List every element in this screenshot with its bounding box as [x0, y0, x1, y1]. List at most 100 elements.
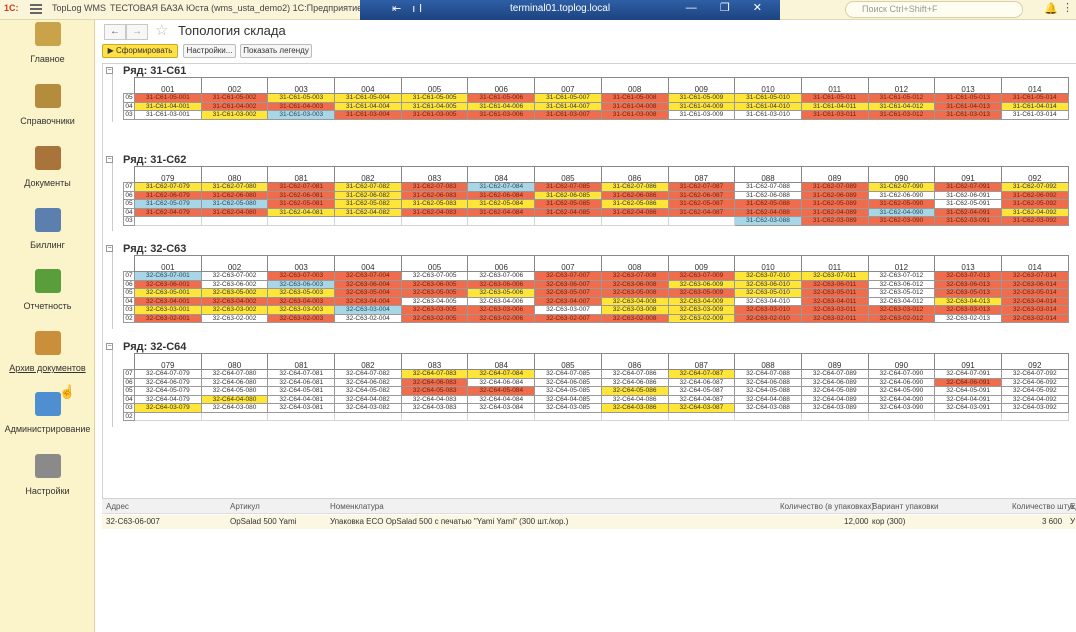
- storage-cell[interactable]: 31-С62-05-092: [1000, 199, 1069, 209]
- storage-cell[interactable]: 31-С62-04-085: [534, 207, 602, 217]
- storage-cell[interactable]: 32-С64-04-079: [134, 394, 202, 404]
- storage-cell[interactable]: 31-С62-06-087: [667, 190, 736, 200]
- storage-cell[interactable]: 32-С63-04-006: [467, 296, 536, 306]
- storage-cell[interactable]: 32-С63-03-013: [934, 305, 1002, 315]
- storage-cell[interactable]: 32-С64-07-079: [134, 369, 202, 379]
- storage-cell[interactable]: [600, 411, 669, 421]
- sidebar-item-3[interactable]: Документы: [0, 146, 95, 206]
- storage-cell[interactable]: 32-С63-04-009: [667, 296, 736, 306]
- storage-cell[interactable]: 32-С64-06-091: [934, 377, 1002, 387]
- storage-cell[interactable]: 31-С61-03-006: [467, 110, 536, 120]
- storage-cell[interactable]: 32-С63-06-004: [334, 279, 402, 289]
- storage-cell[interactable]: 31-С61-04-012: [867, 101, 936, 111]
- storage-cell[interactable]: 31-С61-03-008: [600, 110, 669, 120]
- storage-cell[interactable]: 31-С61-03-012: [867, 110, 936, 120]
- storage-cell[interactable]: 31-С62-06-079: [134, 190, 202, 200]
- storage-cell[interactable]: 31-С61-03-003: [267, 110, 336, 120]
- storage-cell[interactable]: 32-С63-03-006: [467, 305, 536, 315]
- storage-cell[interactable]: 32-С63-02-006: [467, 313, 536, 323]
- storage-cell[interactable]: 31-С62-07-082: [334, 182, 402, 192]
- storage-cell[interactable]: 31-С62-06-084: [467, 190, 536, 200]
- detail-column-header[interactable]: Номенклатура: [330, 502, 384, 511]
- storage-cell[interactable]: 32-С64-04-081: [267, 394, 336, 404]
- storage-cell[interactable]: 31-С62-04-091: [934, 207, 1002, 217]
- storage-cell[interactable]: 32-С63-03-011: [800, 305, 869, 315]
- storage-cell[interactable]: 32-С63-03-001: [134, 305, 202, 315]
- storage-cell[interactable]: 32-С64-07-092: [1000, 369, 1069, 379]
- collapse-toggle-icon[interactable]: −: [106, 343, 113, 350]
- storage-cell[interactable]: 31-С61-04-006: [467, 101, 536, 111]
- storage-cell[interactable]: 32-С63-05-006: [467, 288, 536, 298]
- storage-cell[interactable]: [200, 216, 269, 226]
- storage-cell[interactable]: 32-С64-03-082: [334, 403, 402, 413]
- storage-cell[interactable]: 31-С62-04-081: [267, 207, 336, 217]
- detail-column-header[interactable]: Артикул: [230, 502, 260, 511]
- storage-cell[interactable]: 32-С64-06-086: [600, 377, 669, 387]
- storage-cell[interactable]: 32-С64-03-083: [400, 403, 469, 413]
- storage-cell[interactable]: 31-С62-05-082: [334, 199, 402, 209]
- storage-cell[interactable]: 31-С61-04-013: [934, 101, 1002, 111]
- rdp-pin-signal-icon[interactable]: ⇤ ıl: [392, 3, 426, 15]
- search-input[interactable]: Поиск Ctrl+Shift+F: [845, 1, 1023, 18]
- sidebar-item-6[interactable]: Архив документов: [0, 331, 95, 391]
- storage-cell[interactable]: 32-С63-07-001: [134, 271, 202, 281]
- storage-cell[interactable]: 31-С61-05-014: [1000, 93, 1069, 103]
- storage-cell[interactable]: 31-С62-05-081: [267, 199, 336, 209]
- storage-cell[interactable]: [1000, 411, 1069, 421]
- more-icon[interactable]: ⋮: [1062, 2, 1073, 14]
- storage-cell[interactable]: 32-С64-05-086: [600, 386, 669, 396]
- collapse-toggle-icon[interactable]: −: [106, 245, 113, 252]
- storage-cell[interactable]: 32-С64-04-088: [734, 394, 802, 404]
- detail-column-header[interactable]: Адрес: [106, 502, 129, 511]
- storage-cell[interactable]: 32-С64-06-090: [867, 377, 936, 387]
- storage-cell[interactable]: 32-С63-05-014: [1000, 288, 1069, 298]
- storage-cell[interactable]: 32-С63-05-003: [267, 288, 336, 298]
- storage-cell[interactable]: [400, 216, 469, 226]
- storage-cell[interactable]: [467, 411, 536, 421]
- storage-cell[interactable]: 31-С61-04-005: [400, 101, 469, 111]
- storage-cell[interactable]: [867, 411, 936, 421]
- storage-cell[interactable]: 32-С63-04-005: [400, 296, 469, 306]
- detail-column-header[interactable]: Количество (в упаковках): [780, 502, 875, 511]
- storage-cell[interactable]: 32-С63-04-008: [600, 296, 669, 306]
- storage-cell[interactable]: 32-С64-06-080: [200, 377, 269, 387]
- sidebar-item-4[interactable]: Биллинг: [0, 208, 95, 268]
- storage-cell[interactable]: 31-С62-07-090: [867, 182, 936, 192]
- storage-cell[interactable]: 32-С63-03-009: [667, 305, 736, 315]
- storage-cell[interactable]: 32-С63-07-006: [467, 271, 536, 281]
- storage-cell[interactable]: 31-С62-07-081: [267, 182, 336, 192]
- storage-cell[interactable]: 32-С63-05-010: [734, 288, 802, 298]
- storage-cell[interactable]: 31-С62-06-090: [867, 190, 936, 200]
- storage-cell[interactable]: 31-С61-04-001: [134, 101, 202, 111]
- storage-cell[interactable]: 32-С64-05-091: [934, 386, 1002, 396]
- storage-cell[interactable]: 32-С63-06-002: [200, 279, 269, 289]
- storage-cell[interactable]: [400, 411, 469, 421]
- storage-cell[interactable]: 32-С64-07-085: [534, 369, 602, 379]
- storage-cell[interactable]: 32-С63-04-002: [200, 296, 269, 306]
- storage-cell[interactable]: 31-С61-04-014: [1000, 101, 1069, 111]
- storage-cell[interactable]: 31-С62-05-086: [600, 199, 669, 209]
- storage-cell[interactable]: 31-С61-04-009: [667, 101, 736, 111]
- storage-cell[interactable]: 32-С63-07-002: [200, 271, 269, 281]
- storage-cell[interactable]: 31-С62-04-080: [200, 207, 269, 217]
- storage-cell[interactable]: 32-С64-06-092: [1000, 377, 1069, 387]
- storage-cell[interactable]: 32-С64-07-086: [600, 369, 669, 379]
- storage-cell[interactable]: 32-С63-03-010: [734, 305, 802, 315]
- storage-cell[interactable]: 31-С62-05-090: [867, 199, 936, 209]
- storage-cell[interactable]: 32-С64-03-090: [867, 403, 936, 413]
- storage-cell[interactable]: 32-С63-03-007: [534, 305, 602, 315]
- storage-cell[interactable]: 31-С61-05-009: [667, 93, 736, 103]
- storage-cell[interactable]: 32-С64-04-086: [600, 394, 669, 404]
- storage-cell[interactable]: 32-С63-05-011: [800, 288, 869, 298]
- storage-cell[interactable]: 31-С62-06-088: [734, 190, 802, 200]
- storage-cell[interactable]: 32-С64-03-080: [200, 403, 269, 413]
- forward-button[interactable]: →: [126, 24, 148, 40]
- storage-cell[interactable]: 32-С64-05-080: [200, 386, 269, 396]
- storage-cell[interactable]: 32-С64-03-085: [534, 403, 602, 413]
- storage-cell[interactable]: 31-С61-04-011: [800, 101, 869, 111]
- storage-cell[interactable]: 31-С62-04-083: [400, 207, 469, 217]
- storage-cell[interactable]: [267, 411, 336, 421]
- storage-cell[interactable]: 32-С64-03-092: [1000, 403, 1069, 413]
- storage-cell[interactable]: 32-С63-07-014: [1000, 271, 1069, 281]
- storage-cell[interactable]: 31-С62-05-085: [534, 199, 602, 209]
